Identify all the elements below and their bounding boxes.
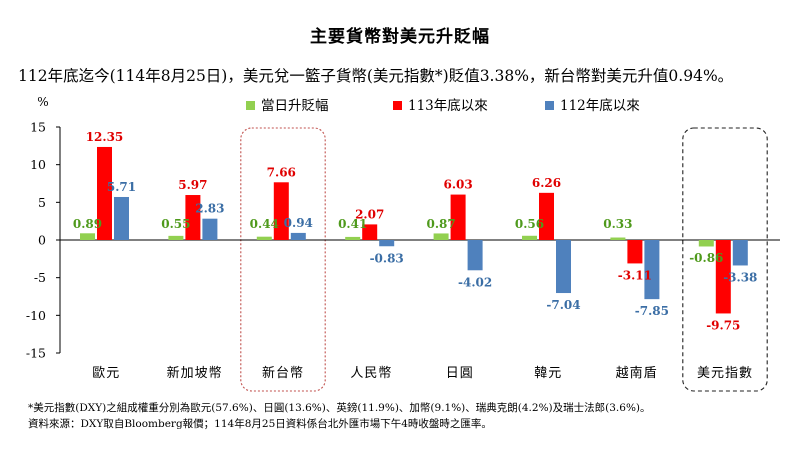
category-label: 越南盾 bbox=[616, 365, 658, 381]
y-tick-label: 0 bbox=[38, 233, 46, 248]
y-tick-label: 15 bbox=[30, 120, 46, 135]
bar bbox=[80, 233, 95, 240]
bar bbox=[97, 146, 112, 240]
data-label: 0.44 bbox=[250, 217, 279, 231]
bar bbox=[610, 237, 626, 240]
category-label: 日圓 bbox=[446, 366, 474, 381]
data-label: 0.94 bbox=[284, 216, 313, 230]
bar bbox=[185, 195, 201, 240]
legend-label: 112年底以來 bbox=[560, 98, 640, 114]
y-tick-label: 5 bbox=[38, 195, 46, 210]
data-label: -0.86 bbox=[689, 251, 723, 265]
category-label: 新加坡幣 bbox=[167, 365, 223, 381]
data-label: -0.83 bbox=[370, 251, 404, 265]
bar bbox=[114, 196, 129, 240]
bar bbox=[522, 235, 537, 240]
data-label: 7.66 bbox=[267, 165, 296, 179]
bar bbox=[273, 182, 289, 240]
data-label: 6.03 bbox=[443, 178, 472, 192]
legend-swatch bbox=[246, 101, 255, 110]
bar bbox=[290, 232, 306, 240]
data-label: 6.26 bbox=[532, 176, 561, 190]
highlight-box-7 bbox=[682, 127, 768, 392]
bar bbox=[467, 240, 483, 271]
bar bbox=[715, 240, 731, 314]
data-label: 0.55 bbox=[161, 217, 190, 231]
chart-title: 主要貨幣對美元升貶幅 bbox=[310, 27, 490, 47]
data-label: -7.04 bbox=[546, 298, 580, 312]
bar bbox=[732, 240, 748, 266]
data-label: 12.35 bbox=[86, 130, 124, 144]
data-label: -4.02 bbox=[458, 275, 492, 289]
bar bbox=[168, 235, 184, 240]
data-label: 0.87 bbox=[426, 217, 455, 231]
bar bbox=[256, 236, 272, 240]
highlight-box-2 bbox=[240, 127, 326, 392]
data-label: 5.71 bbox=[107, 180, 136, 194]
legend-swatch bbox=[393, 101, 402, 110]
bar bbox=[433, 233, 449, 240]
bar bbox=[202, 218, 218, 240]
bar bbox=[627, 240, 643, 264]
footnote: *美元指數(DXY)之組成權重分別為歐元(57.6%)、日圓(13.6%)、英鎊… bbox=[28, 402, 651, 414]
legend-label: 當日升貶幅 bbox=[261, 98, 329, 114]
y-tick-label: -10 bbox=[26, 308, 46, 323]
data-label: -3.38 bbox=[723, 270, 757, 284]
category-label: 新台幣 bbox=[262, 365, 304, 381]
data-label: -7.85 bbox=[635, 304, 669, 318]
chart-subtitle: 112年底迄今(114年8月25日)，美元兌一籃子貨幣(美元指數*)貶值3.38… bbox=[18, 67, 734, 85]
y-tick-label: -5 bbox=[34, 270, 46, 285]
y-tick-label: -15 bbox=[26, 346, 46, 361]
legend-swatch bbox=[545, 101, 554, 110]
bar bbox=[450, 194, 466, 240]
data-label: 0.41 bbox=[338, 217, 367, 231]
category-label: 歐元 bbox=[92, 366, 120, 381]
data-label: -3.11 bbox=[618, 268, 652, 282]
data-label: 2.83 bbox=[195, 202, 224, 216]
data-label: 0.56 bbox=[515, 217, 544, 231]
data-label: 5.97 bbox=[178, 178, 207, 192]
bar bbox=[539, 192, 554, 240]
y-axis-unit-label: % bbox=[37, 95, 48, 109]
y-tick-label: 10 bbox=[30, 157, 46, 172]
category-label: 韓元 bbox=[534, 366, 562, 381]
category-label: 人民幣 bbox=[350, 366, 392, 381]
data-label: -9.75 bbox=[706, 318, 740, 332]
data-label: 2.07 bbox=[355, 207, 384, 221]
bar bbox=[556, 240, 571, 294]
bar bbox=[698, 240, 714, 247]
source-note: 資料來源：DXY取自Bloomberg報價；114年8月25日資料係台北外匯市場… bbox=[28, 418, 492, 430]
category-label: 美元指數 bbox=[697, 366, 753, 381]
bar bbox=[362, 224, 378, 240]
legend-label: 113年底以來 bbox=[408, 98, 488, 114]
data-label: 0.33 bbox=[603, 217, 632, 231]
data-label: 0.89 bbox=[73, 217, 102, 231]
bar bbox=[345, 236, 361, 240]
bar bbox=[644, 240, 660, 300]
bar bbox=[379, 240, 395, 247]
